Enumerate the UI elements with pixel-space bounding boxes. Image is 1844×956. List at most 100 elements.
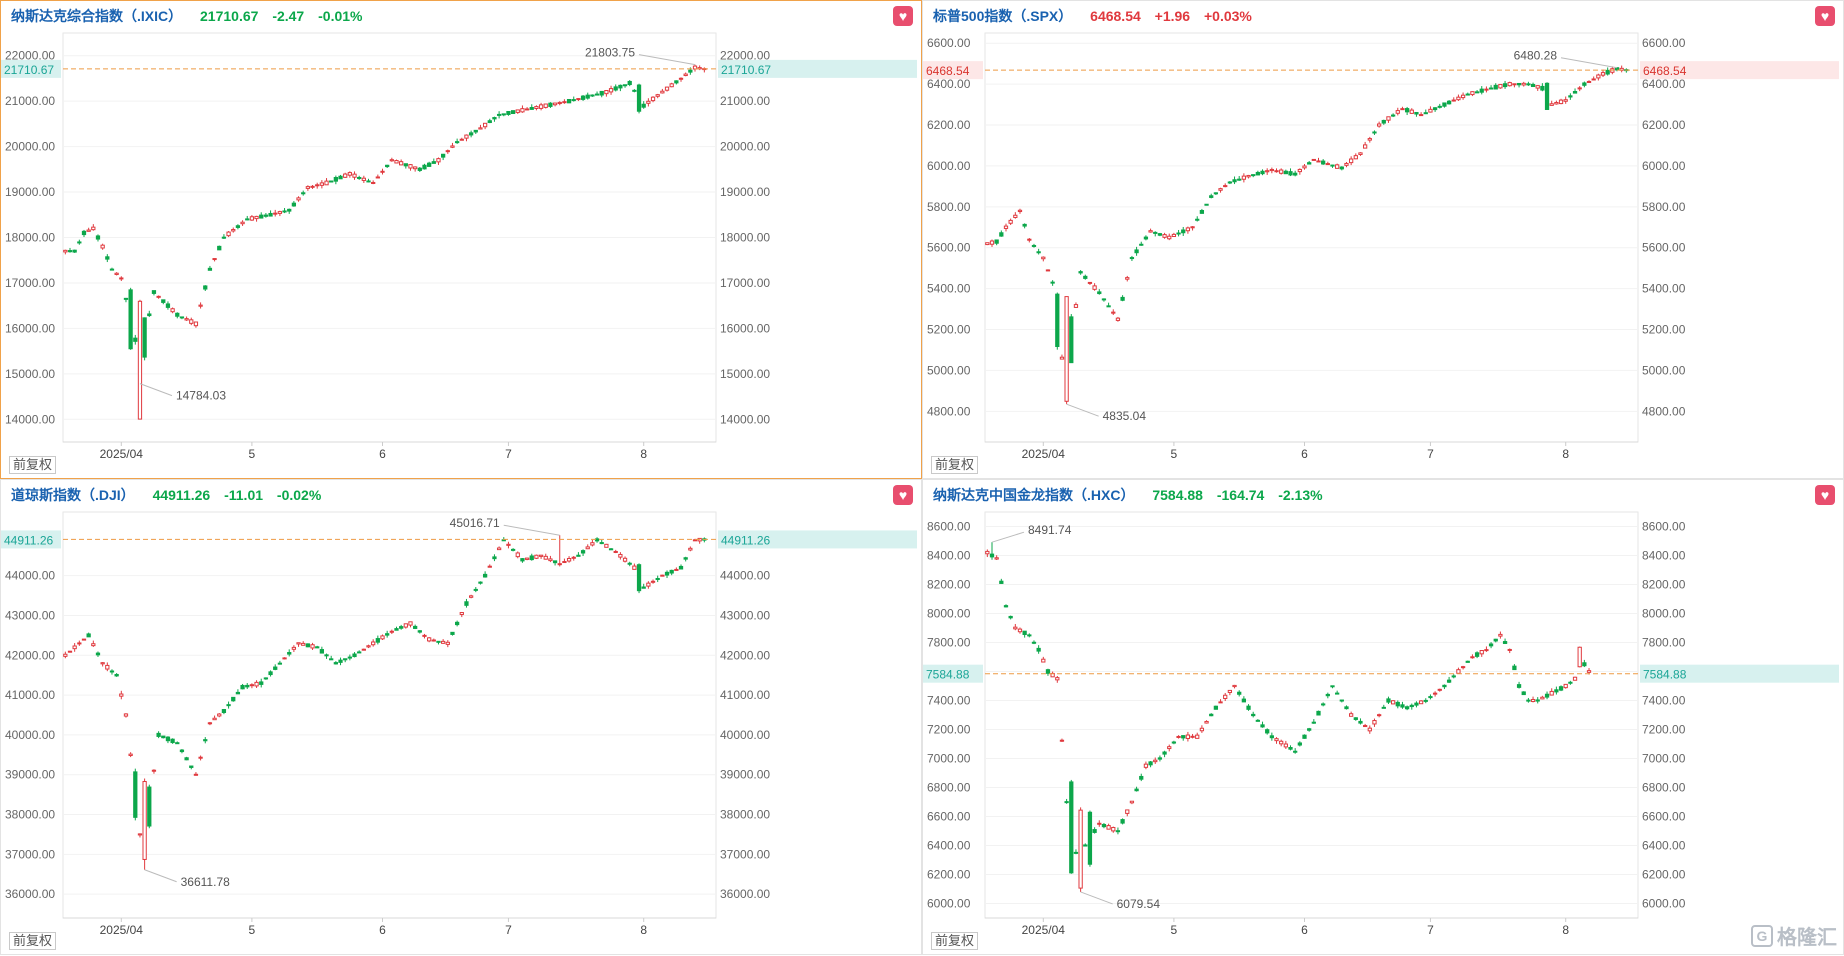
candle-body[interactable] xyxy=(165,303,171,308)
candle-body[interactable] xyxy=(212,717,217,721)
candle-body[interactable] xyxy=(193,773,199,776)
candle-body[interactable] xyxy=(114,272,119,275)
candle-body[interactable] xyxy=(189,319,194,324)
candle-body[interactable] xyxy=(1064,296,1069,402)
candle-body[interactable] xyxy=(156,732,161,737)
candle-body[interactable] xyxy=(109,670,115,673)
candle-body[interactable] xyxy=(389,159,394,162)
candle-body[interactable] xyxy=(1614,67,1620,71)
candle-body[interactable] xyxy=(1059,356,1065,360)
candle-body[interactable] xyxy=(1451,675,1456,678)
candle-body[interactable] xyxy=(1311,721,1316,724)
candle-body[interactable] xyxy=(67,250,73,253)
favorite-heart-icon[interactable]: ♥ xyxy=(893,6,913,26)
candle-body[interactable] xyxy=(985,242,990,246)
candle-body[interactable] xyxy=(245,218,250,221)
candle-body[interactable] xyxy=(1288,747,1293,750)
candle-body[interactable] xyxy=(1572,676,1578,681)
candle-body[interactable] xyxy=(1209,713,1214,717)
candle-body[interactable] xyxy=(1083,275,1088,279)
candle-body[interactable] xyxy=(1395,701,1400,707)
candle-body[interactable] xyxy=(1134,788,1139,792)
candle-body[interactable] xyxy=(1307,162,1312,165)
candle-body[interactable] xyxy=(207,722,213,725)
candle-body[interactable] xyxy=(1073,304,1079,308)
candle-body[interactable] xyxy=(1013,214,1018,218)
candle-body[interactable] xyxy=(1526,699,1531,702)
candle-body[interactable] xyxy=(133,771,138,818)
candle-body[interactable] xyxy=(636,564,642,592)
candle-body[interactable] xyxy=(268,212,273,217)
candle-body[interactable] xyxy=(688,69,693,73)
candle-body[interactable] xyxy=(315,646,320,649)
candle-body[interactable] xyxy=(674,80,679,84)
candle-body[interactable] xyxy=(1265,729,1270,734)
candle-body[interactable] xyxy=(1008,615,1013,619)
candle-body[interactable] xyxy=(534,106,539,109)
candle-body[interactable] xyxy=(1400,704,1405,708)
candle-body[interactable] xyxy=(1512,83,1517,86)
candle-body[interactable] xyxy=(1381,119,1386,124)
candle-body[interactable] xyxy=(1059,739,1065,742)
candle-body[interactable] xyxy=(1456,669,1461,674)
candle-body[interactable] xyxy=(263,677,269,680)
candle-body[interactable] xyxy=(385,633,390,636)
candle-body[interactable] xyxy=(1101,823,1107,828)
favorite-heart-icon[interactable]: ♥ xyxy=(1815,485,1835,505)
candle-body[interactable] xyxy=(608,88,614,93)
candle-body[interactable] xyxy=(231,229,236,232)
candle-body[interactable] xyxy=(133,337,138,342)
candle-body[interactable] xyxy=(1526,83,1531,86)
candle-body[interactable] xyxy=(580,95,586,100)
candle-body[interactable] xyxy=(259,681,264,685)
candle-body[interactable] xyxy=(1563,683,1568,689)
candle-body[interactable] xyxy=(618,553,623,558)
candle-body[interactable] xyxy=(1237,178,1242,181)
candle-body[interactable] xyxy=(450,145,455,148)
candle-body[interactable] xyxy=(184,318,189,321)
candle-body[interactable] xyxy=(105,664,110,670)
candle-body[interactable] xyxy=(165,736,171,742)
candle-body[interactable] xyxy=(1246,174,1251,178)
candle-body[interactable] xyxy=(557,101,562,105)
candle-body[interactable] xyxy=(333,662,338,665)
candle-body[interactable] xyxy=(137,833,143,836)
candle-body[interactable] xyxy=(1307,728,1312,731)
candle-body[interactable] xyxy=(594,93,600,96)
candle-body[interactable] xyxy=(520,108,525,113)
candle-body[interactable] xyxy=(669,569,674,574)
candle-body[interactable] xyxy=(524,108,530,111)
candle-body[interactable] xyxy=(226,704,231,707)
candle-body[interactable] xyxy=(147,313,152,317)
candle-body[interactable] xyxy=(394,628,399,631)
candle-body[interactable] xyxy=(1185,227,1191,232)
favorite-heart-icon[interactable]: ♥ xyxy=(893,485,913,505)
candle-body[interactable] xyxy=(109,268,115,271)
candle-body[interactable] xyxy=(468,132,474,136)
candle-body[interactable] xyxy=(552,102,558,106)
candle-body[interactable] xyxy=(1190,735,1195,738)
candle-body[interactable] xyxy=(1125,277,1130,280)
candle-body[interactable] xyxy=(1582,82,1587,86)
candle-body[interactable] xyxy=(1502,83,1508,88)
candle-body[interactable] xyxy=(1064,801,1069,804)
candle-body[interactable] xyxy=(468,595,474,598)
candle-body[interactable] xyxy=(1274,738,1279,742)
candle-body[interactable] xyxy=(81,638,87,641)
candle-body[interactable] xyxy=(604,543,609,548)
candle-body[interactable] xyxy=(1073,851,1079,854)
candle-body[interactable] xyxy=(538,104,544,109)
candle-body[interactable] xyxy=(994,239,999,244)
candle-body[interactable] xyxy=(496,113,502,116)
candle-body[interactable] xyxy=(1204,203,1209,206)
candle-body[interactable] xyxy=(688,547,693,551)
candle-body[interactable] xyxy=(1582,662,1587,667)
candle-body[interactable] xyxy=(1344,162,1349,166)
candle-body[interactable] xyxy=(1255,719,1260,722)
candle-body[interactable] xyxy=(1274,170,1279,173)
candle-body[interactable] xyxy=(1353,717,1358,720)
candle-body[interactable] xyxy=(1423,112,1428,115)
candle-body[interactable] xyxy=(189,765,194,768)
candle-body[interactable] xyxy=(1199,727,1205,732)
candle-body[interactable] xyxy=(1596,74,1601,79)
